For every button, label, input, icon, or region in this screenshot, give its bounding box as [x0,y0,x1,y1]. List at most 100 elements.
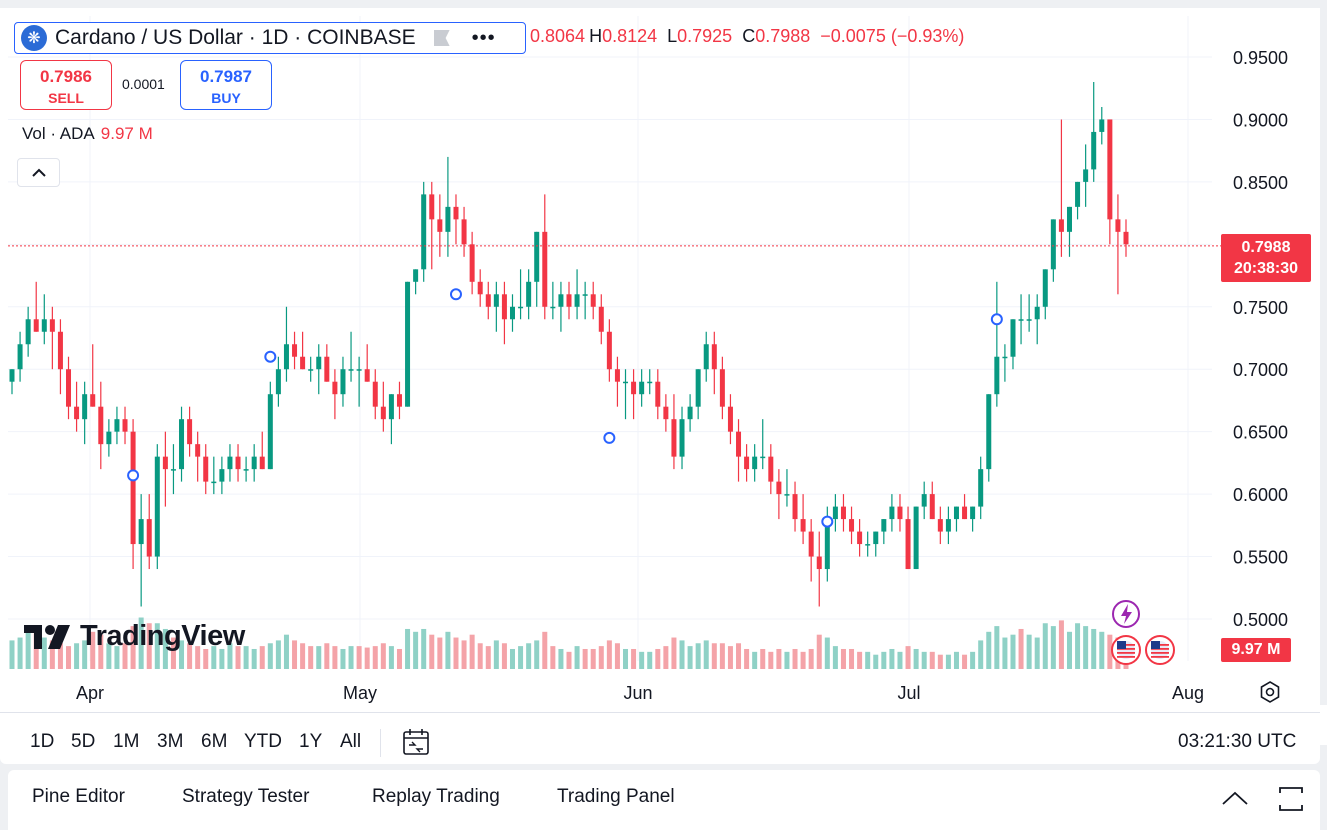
candle[interactable] [154,444,160,570]
candle[interactable] [421,181,427,282]
timeframe-1y-button[interactable]: 1Y [299,731,323,752]
candle[interactable] [1002,344,1008,382]
candle[interactable] [816,531,822,607]
candle[interactable] [542,194,548,320]
tradingview-logo[interactable]: TradingView [24,620,245,653]
candle[interactable] [655,369,661,420]
candle[interactable] [364,344,370,382]
candle[interactable] [308,356,314,382]
candle[interactable] [687,394,693,432]
timeframe-3m-button[interactable]: 3M [157,731,184,752]
candle[interactable] [356,356,362,407]
more-dots-icon[interactable]: ••• [471,26,496,49]
candle[interactable] [937,506,943,545]
tab-strategy-tester[interactable]: Strategy Tester [182,786,310,807]
tab-pine-editor[interactable]: Pine Editor [32,786,125,807]
candle[interactable] [631,369,637,420]
candle[interactable] [606,319,612,382]
sell-button[interactable]: 0.7986 SELL [20,60,112,110]
candle[interactable] [719,356,725,420]
candle[interactable] [493,281,499,332]
candle[interactable] [623,369,629,420]
candle[interactable] [881,519,887,545]
candle[interactable] [760,419,766,470]
candle[interactable] [921,481,927,520]
maximize-panel-icon[interactable] [1276,784,1306,814]
volume-legend[interactable]: Vol · ADA 9.97 M [22,124,153,144]
candle[interactable] [219,456,225,495]
candle[interactable] [711,331,717,395]
candle[interactable] [122,406,128,445]
collapse-legend-button[interactable] [17,158,60,187]
candle[interactable] [267,381,273,470]
candle[interactable] [962,494,968,520]
candle[interactable] [259,431,265,470]
candle[interactable] [582,281,588,320]
candle[interactable] [897,494,903,532]
candle[interactable] [445,156,451,257]
candle[interactable] [986,394,992,482]
candle[interactable] [695,369,701,420]
timeframe-1m-button[interactable]: 1M [113,731,140,752]
candle[interactable] [792,481,798,532]
candle[interactable] [978,456,984,520]
candle[interactable] [970,506,976,532]
price-chart[interactable]: 0.95000.90000.85000.80000.75000.70000.65… [0,8,1320,712]
candle[interactable] [784,469,790,507]
candle[interactable] [1075,181,1081,220]
candle[interactable] [744,444,750,482]
candle[interactable] [905,506,911,570]
candle[interactable] [727,394,733,445]
candle[interactable] [453,194,459,245]
event-marker-icon[interactable] [127,469,140,482]
candle[interactable] [913,506,919,570]
chart-panel[interactable]: 0.95000.90000.85000.80000.75000.70000.65… [0,8,1320,764]
candle[interactable] [243,456,249,482]
candle[interactable] [945,506,951,545]
timeframe-all-button[interactable]: All [340,731,362,752]
candle[interactable] [1083,144,1089,207]
candle[interactable] [275,356,281,407]
candle[interactable] [590,281,596,320]
candle[interactable] [429,181,435,270]
candle[interactable] [614,356,620,407]
candle[interactable] [41,294,47,345]
candle[interactable] [300,331,306,370]
candle[interactable] [800,494,806,545]
candle[interactable] [1115,194,1121,295]
candle[interactable] [138,494,144,607]
candle[interactable] [146,494,152,570]
flag-icon[interactable] [433,30,450,46]
candle[interactable] [74,381,80,432]
candle[interactable] [534,231,540,307]
candle[interactable] [461,206,467,257]
timeframe-1d-button[interactable]: 1D [30,731,55,752]
candle[interactable] [1091,81,1097,182]
candle[interactable] [679,406,685,470]
utc-clock[interactable]: 03:21:30 UTC [1178,731,1297,752]
candle[interactable] [437,194,443,257]
candle[interactable] [832,494,838,532]
symbol-info[interactable]: ❋ Cardano / US Dollar · 1D · COINBASE ••… [14,22,526,54]
event-marker-icon[interactable] [821,515,834,528]
candle[interactable] [49,306,55,370]
candle[interactable] [994,281,1000,407]
candle[interactable] [413,269,419,295]
candle[interactable] [396,381,402,420]
candle[interactable] [332,369,338,420]
candle[interactable] [526,269,532,320]
candle[interactable] [57,319,63,395]
candle[interactable] [768,444,774,495]
candle[interactable] [477,269,483,307]
candle[interactable] [558,281,564,332]
candle[interactable] [203,444,209,495]
candle[interactable] [808,519,814,582]
candle[interactable] [1010,319,1016,370]
candle[interactable] [469,231,475,295]
candle[interactable] [485,281,491,320]
candle[interactable] [9,369,15,395]
candle[interactable] [1034,294,1040,345]
candle[interactable] [106,419,112,457]
candle[interactable] [98,381,104,470]
candle[interactable] [211,456,217,495]
